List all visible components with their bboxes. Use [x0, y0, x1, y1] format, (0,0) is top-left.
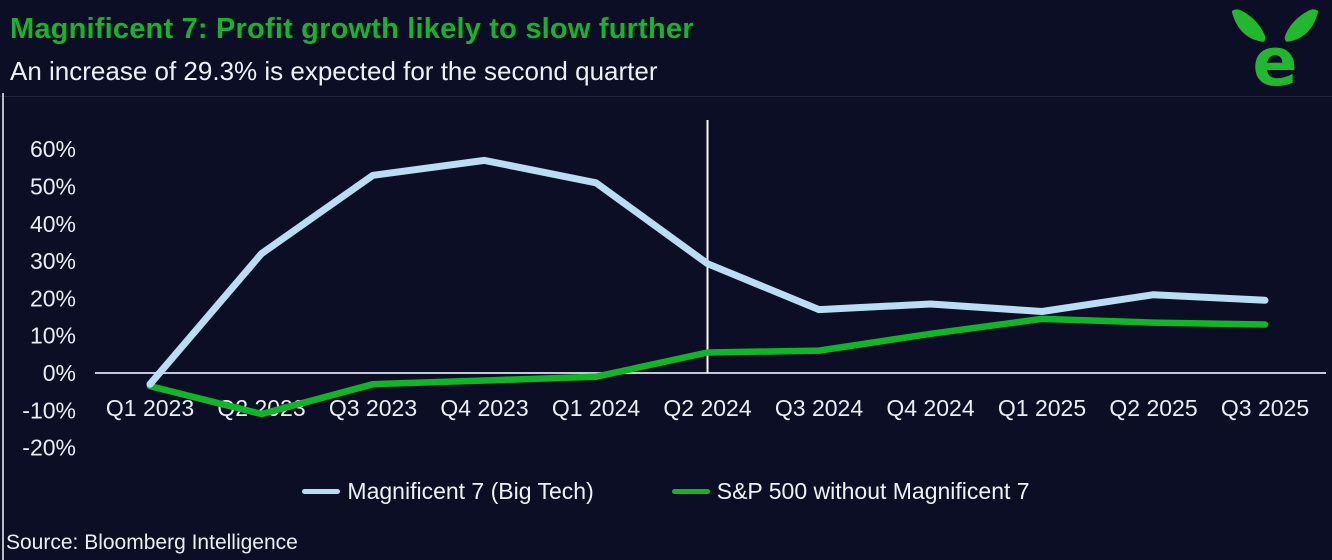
- svg-text:Q1 2025: Q1 2025: [998, 395, 1086, 421]
- svg-text:10%: 10%: [30, 323, 76, 349]
- chart-legend: Magnificent 7 (Big Tech) S&P 500 without…: [0, 478, 1332, 505]
- svg-text:30%: 30%: [30, 248, 76, 274]
- svg-text:Q3 2024: Q3 2024: [775, 395, 863, 421]
- svg-text:e: e: [1252, 23, 1297, 92]
- svg-text:50%: 50%: [30, 174, 76, 200]
- svg-text:Q3 2023: Q3 2023: [329, 395, 417, 421]
- svg-text:Q1 2023: Q1 2023: [106, 395, 194, 421]
- source-attribution: Source: Bloomberg Intelligence: [6, 531, 298, 554]
- svg-text:40%: 40%: [30, 211, 76, 237]
- legend-label-magnificent-7: Magnificent 7 (Big Tech): [347, 478, 594, 504]
- svg-text:Q3 2025: Q3 2025: [1221, 395, 1309, 421]
- legend-item-sp500-ex-mag7: S&P 500 without Magnificent 7: [671, 478, 1030, 505]
- top-divider-line: [0, 96, 1332, 97]
- svg-text:Q2 2025: Q2 2025: [1109, 395, 1197, 421]
- chart-subtitle: An increase of 29.3% is expected for the…: [10, 56, 658, 86]
- svg-text:Q4 2024: Q4 2024: [886, 395, 974, 421]
- legend-marker-magnificent-7-line: [302, 489, 341, 494]
- svg-text:-10%: -10%: [22, 397, 76, 423]
- svg-text:0%: 0%: [43, 360, 76, 386]
- chart-title: Magnificent 7: Profit growth likely to s…: [10, 13, 694, 45]
- legend-label-sp500-ex-mag7: S&P 500 without Magnificent 7: [716, 478, 1030, 504]
- svg-text:Q4 2023: Q4 2023: [440, 395, 528, 421]
- svg-text:Q1 2024: Q1 2024: [552, 395, 640, 421]
- svg-text:20%: 20%: [30, 285, 76, 311]
- svg-text:Q2 2024: Q2 2024: [663, 395, 751, 421]
- legend-marker-sp500-ex-mag7-line: [671, 489, 710, 494]
- etoro-bull-logo-icon: e: [1231, 9, 1319, 92]
- left-edge-line: [2, 93, 4, 560]
- svg-text:-20%: -20%: [22, 435, 76, 461]
- svg-text:60%: 60%: [30, 136, 76, 162]
- legend-item-magnificent-7: Magnificent 7 (Big Tech): [302, 478, 594, 505]
